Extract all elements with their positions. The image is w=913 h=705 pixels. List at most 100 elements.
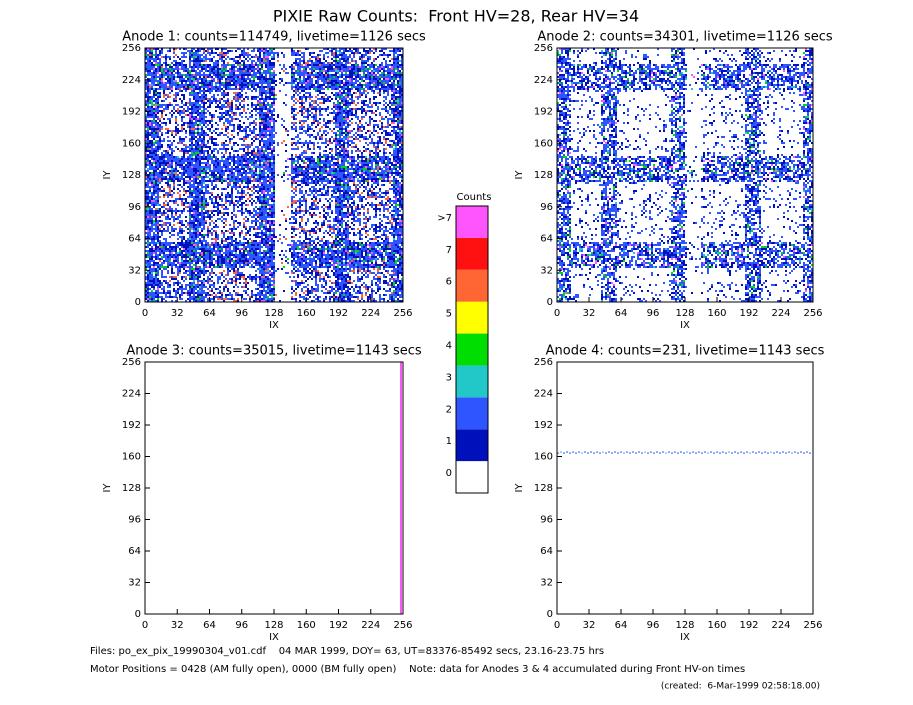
count-texture (707, 452, 709, 454)
count-texture (566, 451, 568, 453)
y-tick-label: 224 (534, 389, 553, 400)
x-tick-label: 0 (554, 308, 560, 319)
panel-title: Anode 1: counts=114749, livetime=1126 se… (122, 30, 426, 45)
count-texture (767, 452, 769, 454)
colorbar-swatch (456, 365, 488, 398)
footer-files: Files: po_ex_pix_19990304_v01.cdf 04 MAR… (90, 646, 604, 657)
x-tick-label: 192 (739, 308, 758, 319)
colorbar-swatch (456, 429, 488, 462)
count-texture (695, 452, 697, 454)
count-texture (794, 451, 796, 453)
x-tick-label: 96 (235, 620, 248, 631)
count-texture (641, 452, 643, 454)
count-texture (602, 451, 604, 453)
count-texture (809, 452, 811, 454)
count-texture (145, 48, 403, 302)
count-texture (575, 452, 577, 454)
y-tick-label: 256 (534, 357, 553, 368)
count-texture (680, 451, 682, 453)
count-texture (578, 451, 580, 453)
y-tick-label: 128 (122, 170, 141, 181)
count-texture (644, 451, 646, 453)
count-texture (779, 452, 781, 454)
y-tick-label: 160 (534, 138, 553, 149)
count-texture (614, 451, 616, 453)
y-tick-label: 160 (122, 452, 141, 463)
count-texture (668, 451, 670, 453)
colorbar-swatch (456, 269, 488, 302)
count-texture (620, 451, 622, 453)
y-tick-label: 64 (128, 546, 141, 557)
count-texture (791, 452, 793, 454)
count-texture (632, 451, 634, 453)
colorbar-swatch (456, 301, 488, 334)
y-tick-label: 256 (534, 43, 553, 54)
colorbar-label: 2 (446, 404, 452, 415)
colorbar-label: 0 (446, 468, 452, 479)
colorbar-swatch (456, 237, 488, 270)
footer-created: (created: 6-Mar-1999 02:58:18.00) (661, 682, 820, 692)
count-texture (560, 451, 562, 453)
x-tick-label: 64 (203, 308, 216, 319)
count-texture (400, 362, 402, 614)
y-tick-label: 32 (540, 578, 553, 589)
count-texture (755, 452, 757, 454)
x-axis-label: IX (269, 632, 279, 643)
y-tick-label: 224 (122, 75, 141, 86)
count-texture (737, 452, 739, 454)
x-tick-label: 224 (771, 308, 790, 319)
count-texture (782, 451, 784, 453)
y-tick-label: 192 (122, 420, 141, 431)
y-tick-label: 192 (122, 107, 141, 118)
count-texture (704, 451, 706, 453)
x-tick-label: 32 (171, 308, 184, 319)
count-texture (773, 452, 775, 454)
y-tick-label: 256 (122, 357, 141, 368)
x-tick-label: 64 (203, 620, 216, 631)
count-texture (596, 451, 598, 453)
count-texture (800, 451, 802, 453)
count-texture (683, 452, 685, 454)
y-tick-label: 192 (534, 420, 553, 431)
count-texture (587, 452, 589, 454)
count-texture (740, 451, 742, 453)
count-texture (557, 48, 813, 302)
y-tick-label: 96 (128, 202, 141, 213)
x-tick-label: 32 (583, 308, 596, 319)
x-tick-label: 256 (803, 308, 822, 319)
x-tick-label: 160 (297, 620, 316, 631)
count-texture (758, 451, 760, 453)
y-axis-label: IY (514, 483, 525, 493)
count-texture (635, 452, 637, 454)
count-texture (731, 452, 733, 454)
count-texture (623, 452, 625, 454)
x-tick-label: 128 (675, 620, 694, 631)
plot-frame (144, 361, 404, 615)
count-texture (662, 451, 664, 453)
count-texture (692, 451, 694, 453)
count-texture (557, 452, 559, 454)
x-tick-label: 192 (739, 620, 758, 631)
count-texture (656, 451, 658, 453)
colorbar-label: 7 (446, 245, 452, 256)
x-tick-label: 64 (615, 620, 628, 631)
x-axis-label: IX (680, 632, 690, 643)
x-tick-label: 224 (361, 308, 380, 319)
count-texture (722, 451, 724, 453)
count-texture (716, 451, 718, 453)
x-tick-label: 224 (771, 620, 790, 631)
y-tick-label: 96 (128, 515, 141, 526)
y-tick-label: 64 (540, 546, 553, 557)
count-texture (749, 452, 751, 454)
y-tick-label: 0 (547, 297, 553, 308)
y-tick-label: 0 (135, 609, 141, 620)
y-axis-label: IY (102, 170, 113, 180)
count-texture (581, 452, 583, 454)
y-tick-label: 256 (122, 43, 141, 54)
count-texture (785, 452, 787, 454)
count-texture (563, 452, 565, 454)
panel-title: Anode 4: counts=231, livetime=1143 secs (546, 344, 825, 359)
colorbar-label: 5 (446, 309, 452, 320)
count-texture (665, 452, 667, 454)
